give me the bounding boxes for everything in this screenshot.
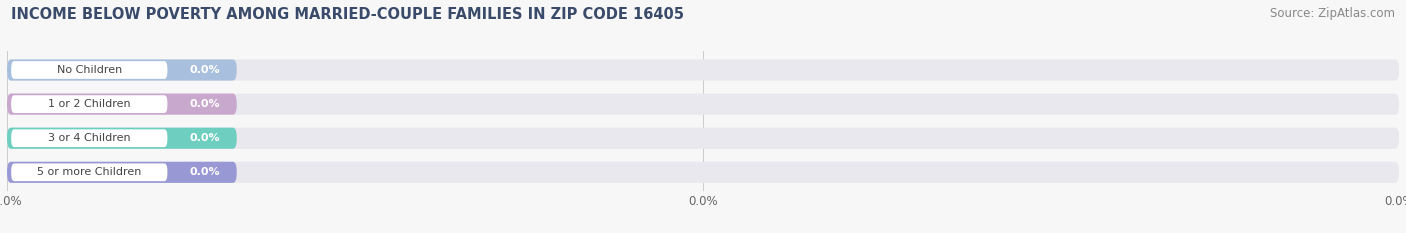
- FancyBboxPatch shape: [7, 162, 1399, 183]
- FancyBboxPatch shape: [7, 162, 236, 183]
- FancyBboxPatch shape: [7, 93, 236, 115]
- FancyBboxPatch shape: [7, 59, 236, 81]
- Text: 0.0%: 0.0%: [190, 99, 219, 109]
- FancyBboxPatch shape: [7, 128, 236, 149]
- FancyBboxPatch shape: [7, 93, 1399, 115]
- Text: No Children: No Children: [56, 65, 122, 75]
- FancyBboxPatch shape: [7, 128, 1399, 149]
- Text: 5 or more Children: 5 or more Children: [37, 167, 142, 177]
- Text: INCOME BELOW POVERTY AMONG MARRIED-COUPLE FAMILIES IN ZIP CODE 16405: INCOME BELOW POVERTY AMONG MARRIED-COUPL…: [11, 7, 685, 22]
- Text: 0.0%: 0.0%: [190, 65, 219, 75]
- FancyBboxPatch shape: [11, 163, 167, 181]
- FancyBboxPatch shape: [11, 129, 167, 147]
- Text: 0.0%: 0.0%: [190, 167, 219, 177]
- Text: Source: ZipAtlas.com: Source: ZipAtlas.com: [1270, 7, 1395, 20]
- Text: 0.0%: 0.0%: [190, 133, 219, 143]
- FancyBboxPatch shape: [11, 61, 167, 79]
- Text: 1 or 2 Children: 1 or 2 Children: [48, 99, 131, 109]
- Text: 3 or 4 Children: 3 or 4 Children: [48, 133, 131, 143]
- FancyBboxPatch shape: [7, 59, 1399, 81]
- FancyBboxPatch shape: [11, 95, 167, 113]
